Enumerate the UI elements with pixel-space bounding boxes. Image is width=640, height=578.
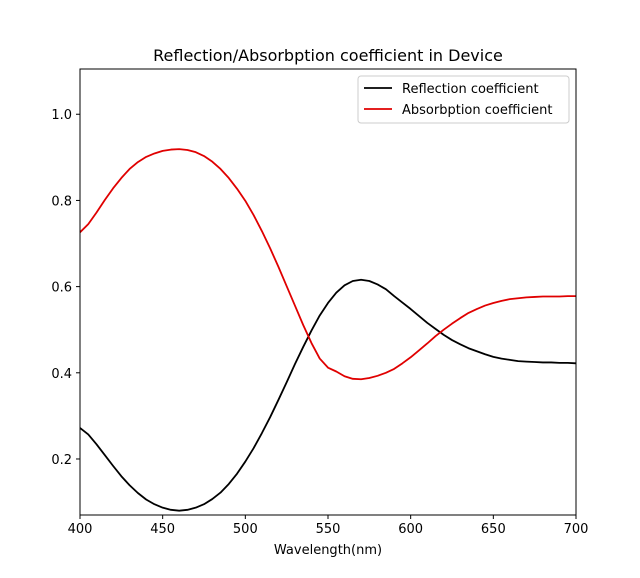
series-line-1 [79,148,576,381]
x-tick-label: 600 [398,522,423,537]
legend: Reflection coefficient Absorbption coeffi… [357,75,570,124]
y-tick-label: 0.6 [51,281,72,296]
y-tick-label: 0.8 [51,194,72,209]
x-tick-label: 450 [150,522,175,537]
y-tick-label: 0.4 [51,367,72,382]
chart-title: Reflection/Absorbption coefficient in De… [153,46,503,65]
legend-label-0: Reflection coefficient [402,82,539,97]
legend-label-1: Absorbption coefficient [402,103,553,118]
x-axis-label: Wavelength(nm) [274,543,382,558]
x-axis: 400 450 500 550 600 650 700 [68,515,589,537]
plot-frame [79,68,577,516]
x-tick-label: 400 [68,522,93,537]
x-tick-label: 700 [564,522,589,537]
y-tick-label: 0.2 [51,453,72,468]
legend-box [357,75,570,124]
plot-lines [79,148,577,512]
y-axis: 0.2 0.4 0.6 0.8 1.0 [51,108,80,468]
y-tick-label: 1.0 [51,108,72,123]
x-tick-label: 650 [481,522,506,537]
x-tick-label: 500 [233,522,258,537]
x-tick-label: 550 [316,522,341,537]
series-line-0 [79,278,577,512]
